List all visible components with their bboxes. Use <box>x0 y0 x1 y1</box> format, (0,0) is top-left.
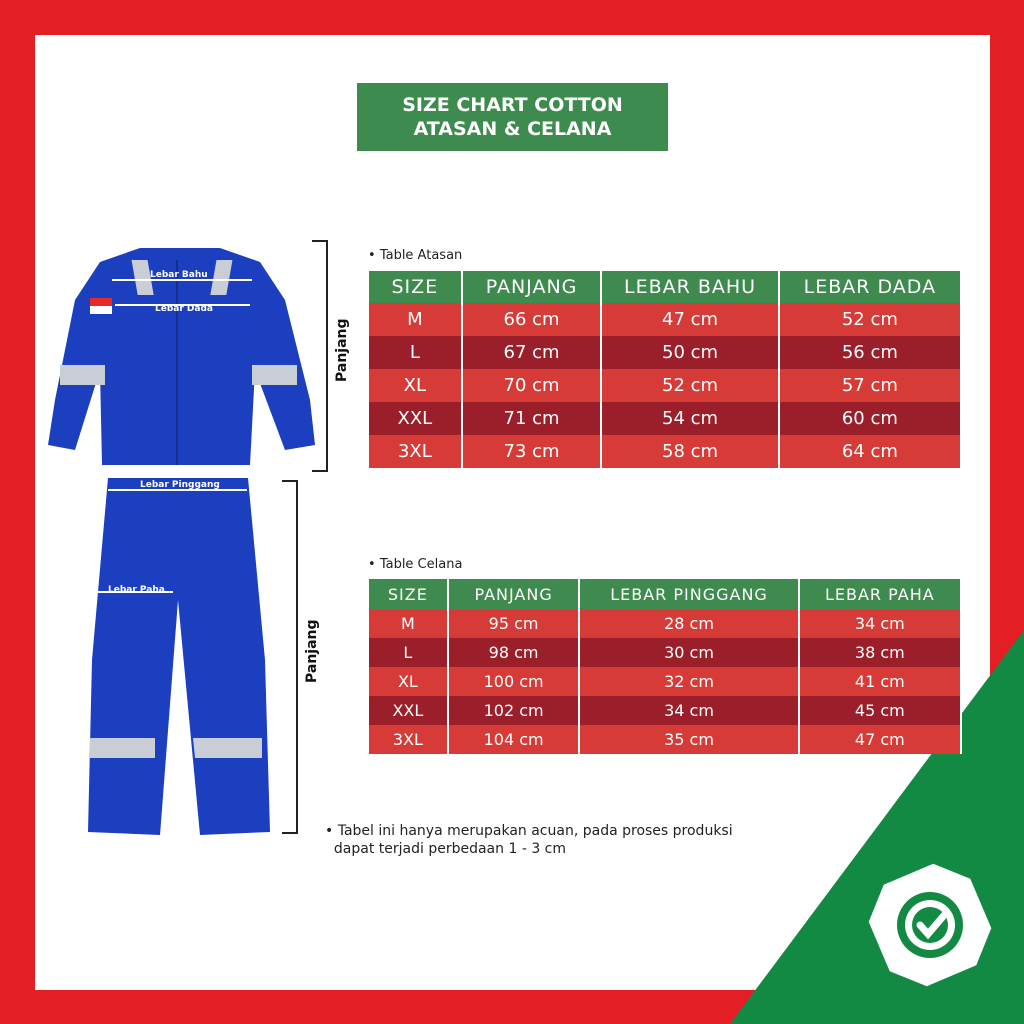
cell: 66 cm <box>460 303 603 336</box>
check-badge-icon <box>868 863 992 987</box>
cell: 32 cm <box>578 667 800 696</box>
header-size: SIZE <box>367 579 449 609</box>
cell: 64 cm <box>777 435 963 468</box>
header-panjang: PANJANG <box>446 579 581 609</box>
pants-image <box>88 478 270 835</box>
title-line-1: SIZE CHART COTTON <box>402 94 623 116</box>
cell: 3XL <box>367 725 449 754</box>
cell: XL <box>367 369 463 402</box>
jacket-length-bracket <box>312 240 328 472</box>
table-row: L 67 cm 50 cm 56 cm <box>367 336 963 369</box>
cell: 34 cm <box>578 696 800 725</box>
garment-illustration <box>48 248 315 835</box>
table-atasan-label: • Table Atasan <box>368 248 463 263</box>
note-line-2: dapat terjadi perbedaan 1 - 3 cm <box>333 841 567 857</box>
label-panjang-celana: Panjang <box>304 619 320 683</box>
table-row: 3XL 73 cm 58 cm 64 cm <box>367 435 963 468</box>
cell: 54 cm <box>600 402 780 435</box>
cell: 28 cm <box>578 609 800 638</box>
cell: 3XL <box>367 435 463 468</box>
cell: XXL <box>367 696 449 725</box>
cell: XXL <box>367 402 463 435</box>
table-celana-label: • Table Celana <box>368 557 463 572</box>
header-lebar-pinggang: LEBAR PINGGANG <box>578 579 800 609</box>
table-row: XL 100 cm 32 cm 41 cm <box>367 667 963 696</box>
page-title: SIZE CHART COTTON ATASAN & CELANA <box>357 83 668 151</box>
table-celana-label-text: Table Celana <box>379 557 463 572</box>
cell: L <box>367 336 463 369</box>
cell: M <box>367 609 449 638</box>
cell: 47 cm <box>797 725 963 754</box>
cell: 70 cm <box>460 369 603 402</box>
table-celana: SIZE PANJANG LEBAR PINGGANG LEBAR PAHA M… <box>367 579 963 754</box>
cell: 98 cm <box>446 638 581 667</box>
table-row: L 98 cm 30 cm 38 cm <box>367 638 963 667</box>
disclaimer-note: • Tabel ini hanya merupakan acuan, pada … <box>325 823 733 857</box>
table-row: XXL 102 cm 34 cm 45 cm <box>367 696 963 725</box>
cell: 73 cm <box>460 435 603 468</box>
label-panjang-atasan: Panjang <box>334 318 350 382</box>
table-row: 3XL 104 cm 35 cm 47 cm <box>367 725 963 754</box>
cell: M <box>367 303 463 336</box>
cell: 104 cm <box>446 725 581 754</box>
table-row: M 66 cm 47 cm 52 cm <box>367 303 963 336</box>
cell: 30 cm <box>578 638 800 667</box>
cell: XL <box>367 667 449 696</box>
label-lebar-paha: Lebar Paha <box>108 585 165 595</box>
cell: 45 cm <box>797 696 963 725</box>
table-atasan-label-text: Table Atasan <box>379 248 463 263</box>
table-atasan: SIZE PANJANG LEBAR BAHU LEBAR DADA M 66 c… <box>367 271 963 468</box>
cell: 34 cm <box>797 609 963 638</box>
cell: 57 cm <box>777 369 963 402</box>
cell: 102 cm <box>446 696 581 725</box>
cell: 52 cm <box>600 369 780 402</box>
label-lebar-pinggang: Lebar Pinggang <box>140 480 220 490</box>
cell: 38 cm <box>797 638 963 667</box>
header-lebar-dada: LEBAR DADA <box>777 271 963 303</box>
cell: 95 cm <box>446 609 581 638</box>
cell: L <box>367 638 449 667</box>
table-header: SIZE PANJANG LEBAR BAHU LEBAR DADA <box>367 271 963 303</box>
label-lebar-bahu: Lebar Bahu <box>150 270 208 280</box>
cell: 47 cm <box>600 303 780 336</box>
note-line-1: Tabel ini hanya merupakan acuan, pada pr… <box>337 823 733 839</box>
header-panjang: PANJANG <box>460 271 603 303</box>
header-lebar-paha: LEBAR PAHA <box>797 579 963 609</box>
label-lebar-dada: Lebar Dada <box>155 304 213 314</box>
table-header: SIZE PANJANG LEBAR PINGGANG LEBAR PAHA <box>367 579 963 609</box>
pants-length-bracket <box>282 480 298 834</box>
cell: 50 cm <box>600 336 780 369</box>
cell: 100 cm <box>446 667 581 696</box>
cell: 67 cm <box>460 336 603 369</box>
table-row: XXL 71 cm 54 cm 60 cm <box>367 402 963 435</box>
header-lebar-bahu: LEBAR BAHU <box>600 271 780 303</box>
table-row: XL 70 cm 52 cm 57 cm <box>367 369 963 402</box>
jacket-image <box>48 248 315 465</box>
header-size: SIZE <box>367 271 463 303</box>
cell: 35 cm <box>578 725 800 754</box>
cell: 56 cm <box>777 336 963 369</box>
cell: 71 cm <box>460 402 603 435</box>
title-line-2: ATASAN & CELANA <box>413 118 612 140</box>
cell: 52 cm <box>777 303 963 336</box>
cell: 60 cm <box>777 402 963 435</box>
table-row: M 95 cm 28 cm 34 cm <box>367 609 963 638</box>
cell: 58 cm <box>600 435 780 468</box>
cell: 41 cm <box>797 667 963 696</box>
